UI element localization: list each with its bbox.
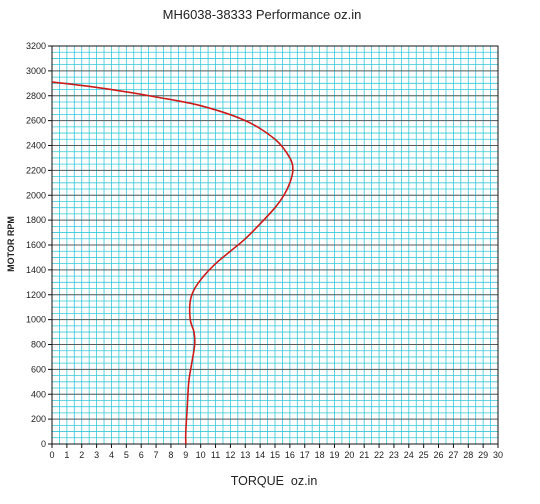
y-tick-label: 0: [41, 439, 46, 449]
y-tick-label: 1600: [26, 240, 46, 250]
y-tick-label: 1400: [26, 265, 46, 275]
y-tick-label: 2200: [26, 165, 46, 175]
x-tick-label: 25: [419, 450, 429, 460]
torque-speed-curve: [51, 81, 294, 445]
x-tick-label: 27: [448, 450, 458, 460]
y-axis-label: MOTOR RPM: [6, 216, 16, 272]
x-tick-label: 20: [344, 450, 354, 460]
x-tick-label: 7: [154, 450, 159, 460]
x-tick-label: 15: [270, 450, 280, 460]
chart-title: MH6038-38333 Performance oz.in: [163, 7, 362, 22]
x-tick-label: 11: [211, 450, 220, 460]
x-tick-label: 1: [64, 450, 69, 460]
x-tick-label: 30: [493, 450, 503, 460]
x-tick-label: 23: [389, 450, 399, 460]
x-tick-label: 4: [109, 450, 114, 460]
y-tick-label: 3000: [26, 66, 46, 76]
x-tick-label: 3: [94, 450, 99, 460]
x-axis-label: TORQUE oz.in: [231, 474, 318, 488]
x-tick-label: 0: [49, 450, 54, 460]
y-tick-label: 1800: [26, 215, 46, 225]
x-tick-label: 6: [139, 450, 144, 460]
x-tick-label: 2: [79, 450, 84, 460]
y-tick-label: 3200: [26, 41, 46, 51]
x-tick-label: 8: [168, 450, 173, 460]
x-tick-label: 24: [404, 450, 414, 460]
y-tick-label: 200: [31, 414, 46, 424]
x-tick-label: 18: [315, 450, 325, 460]
y-tick-label: 600: [31, 364, 46, 374]
x-tick-labels: 0 1 2 3 4 5 6 7 8 9 10 11 12 13 14 15 16 17 18 19 20 21 22 23 24…: [49, 444, 503, 460]
x-tick-label: 16: [285, 450, 295, 460]
x-tick-label: 14: [255, 450, 265, 460]
x-tick-label: 10: [196, 450, 206, 460]
y-tick-label: 2000: [26, 190, 46, 200]
x-tick-label: 26: [434, 450, 444, 460]
x-tick-label: 5: [124, 450, 129, 460]
x-tick-label: 22: [374, 450, 384, 460]
y-tick-label: 2400: [26, 141, 46, 151]
x-tick-label: 17: [300, 450, 310, 460]
x-tick-label: 9: [183, 450, 188, 460]
x-tick-label: 21: [359, 450, 369, 460]
y-tick-label: 1200: [26, 290, 46, 300]
y-tick-labels: 0 200 400 600 800 1000 1200 1400 1600 1800 2000 220…: [26, 41, 52, 449]
x-tick-label: 13: [240, 450, 250, 460]
y-tick-label: 1000: [26, 315, 46, 325]
x-tick-label: 29: [478, 450, 488, 460]
y-tick-label: 2600: [26, 116, 46, 126]
y-tick-label: 800: [31, 340, 46, 350]
x-tick-label: 19: [329, 450, 339, 460]
x-tick-label: 28: [463, 450, 473, 460]
y-tick-label: 400: [31, 389, 46, 399]
x-tick-label: 12: [225, 450, 235, 460]
y-tick-label: 2800: [26, 91, 46, 101]
